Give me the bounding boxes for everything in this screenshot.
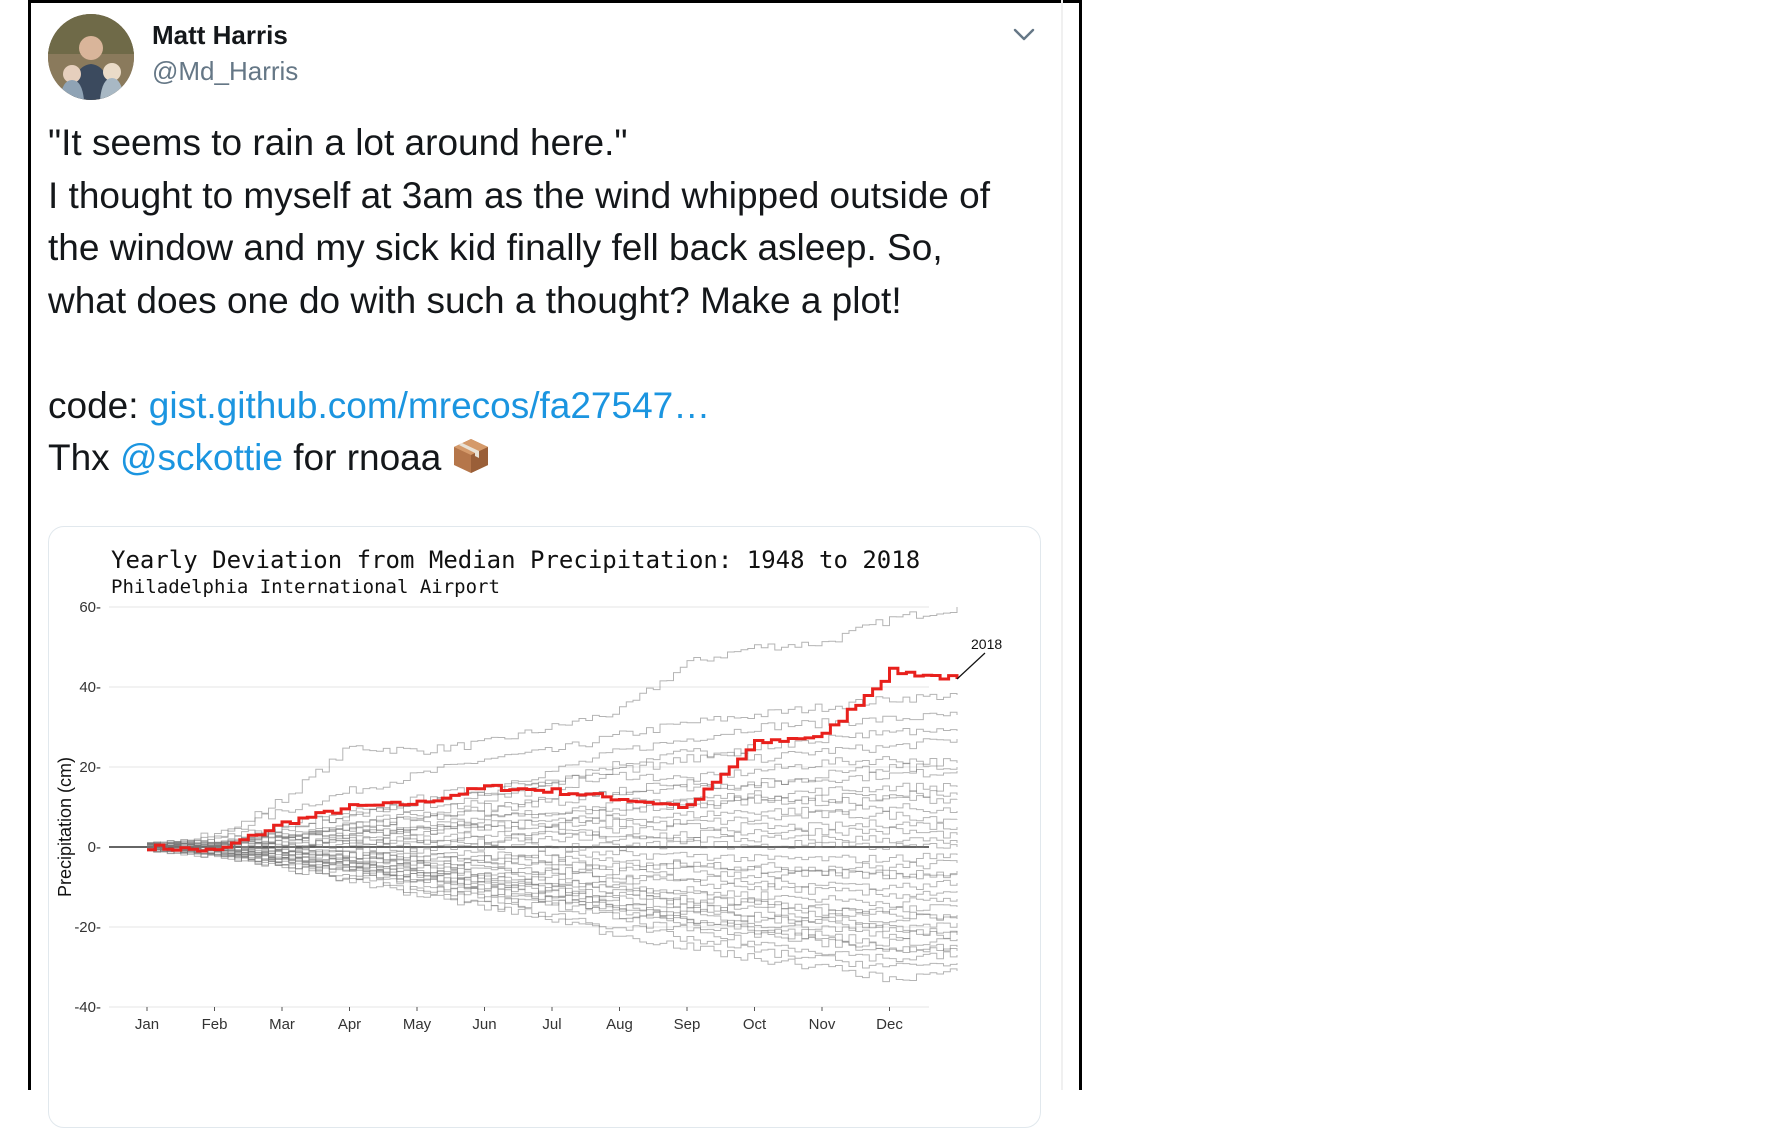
y-tick-label: 60-: [79, 599, 101, 616]
x-tick-label: Dec: [876, 1016, 903, 1033]
series-line: [147, 846, 958, 983]
series-line: [147, 693, 958, 848]
author-handle[interactable]: @Md_Harris: [152, 56, 299, 86]
precipitation-chart: Yearly Deviation from Median Precipitati…: [55, 546, 1002, 1033]
series-line: [147, 843, 958, 908]
tweet-line: what does one do with such a thought? Ma…: [48, 279, 902, 321]
x-tick-label: Apr: [338, 1016, 361, 1033]
thanks-prefix: Thx: [48, 437, 120, 478]
y-tick-label: 20-: [79, 759, 101, 776]
y-tick-label: -40-: [74, 999, 101, 1016]
gist-link[interactable]: gist.github.com/mrecos/fa27547…: [148, 384, 711, 426]
x-tick-label: Jun: [472, 1016, 496, 1033]
x-tick-label: Oct: [743, 1016, 767, 1033]
annotation-label: 2018: [971, 636, 1002, 652]
y-tick-label: 40-: [79, 679, 101, 696]
x-tick-label: Jan: [135, 1016, 159, 1033]
package-icon: [451, 436, 491, 491]
annotation-leader: [956, 652, 986, 680]
y-tick-label: 0-: [88, 839, 101, 856]
series-line: [147, 762, 958, 851]
tweet-text: "It seems to rain a lot around here." I …: [48, 117, 1058, 485]
divider: [1061, 0, 1063, 1090]
series-line: [147, 843, 958, 953]
x-tick-label: Mar: [269, 1016, 295, 1033]
chevron-down-icon[interactable]: [1006, 20, 1042, 50]
x-tick-label: May: [403, 1016, 432, 1033]
y-tick-label: -20-: [74, 919, 101, 936]
x-tick-label: Sep: [674, 1016, 701, 1033]
x-tick-label: Jul: [542, 1016, 561, 1033]
series-line: [147, 843, 958, 921]
mention-link[interactable]: @sckottie: [119, 437, 283, 478]
thanks-line: Thx @sckottie for rnoaa: [48, 432, 1058, 485]
y-axis-label: Precipitation (cm): [55, 757, 75, 897]
chart-image-card[interactable]: Yearly Deviation from Median Precipitati…: [48, 526, 1041, 1128]
series-line: [147, 728, 958, 850]
code-line: code: gist.github.com/mrecos/fa27547…: [48, 380, 1058, 433]
thanks-suffix: for rnoaa: [282, 437, 442, 478]
series-line: [147, 790, 958, 851]
tweet-line: the window and my sick kid finally fell …: [48, 227, 943, 268]
chart-subtitle: Philadelphia International Airport: [111, 576, 500, 598]
x-tick-label: Feb: [202, 1016, 228, 1033]
avatar[interactable]: [48, 14, 134, 100]
code-prefix: code:: [48, 384, 149, 426]
x-tick-label: Aug: [606, 1016, 633, 1033]
series-line: [147, 607, 958, 847]
author-name[interactable]: Matt Harris: [152, 20, 288, 50]
x-tick-label: Nov: [809, 1016, 836, 1033]
series-line: [147, 842, 958, 891]
blank-line: [48, 327, 1058, 380]
tweet-line: "It seems to rain a lot around here.": [48, 122, 628, 163]
series-line: [147, 845, 958, 962]
tweet-line: I thought to myself at 3am as the wind w…: [48, 174, 991, 216]
series-line: [147, 838, 958, 852]
chart-title: Yearly Deviation from Median Precipitati…: [111, 546, 920, 574]
series-line-2018: [147, 666, 959, 853]
